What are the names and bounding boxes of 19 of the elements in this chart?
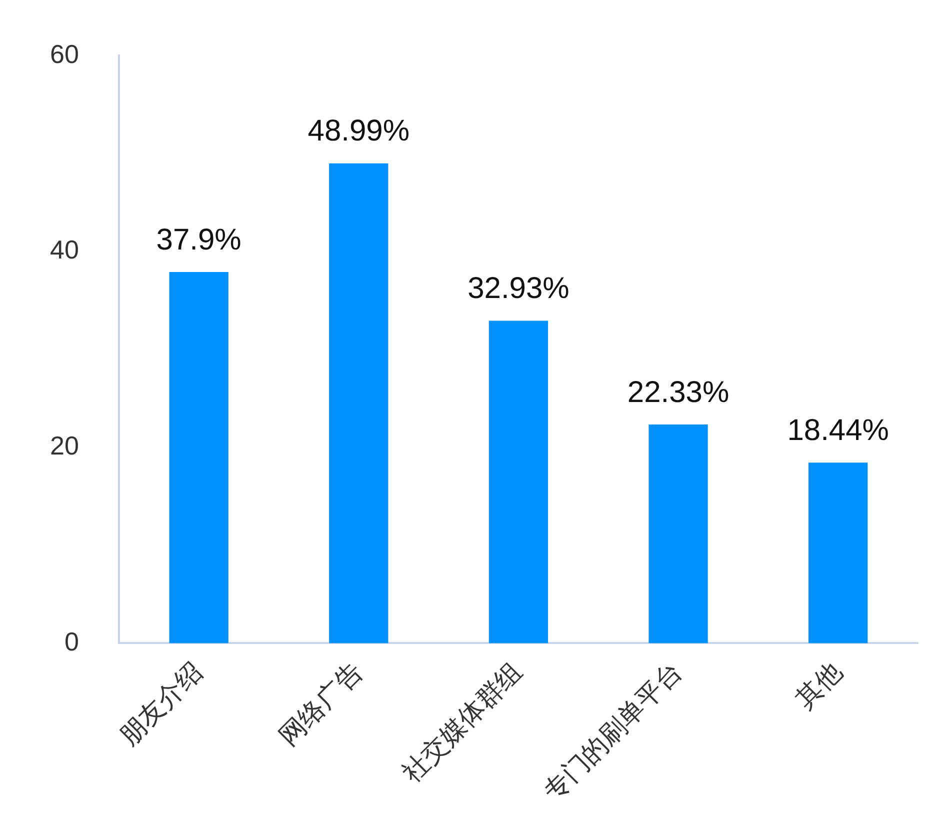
x-tick-label: 社交媒体群组 xyxy=(396,656,528,788)
bar xyxy=(329,163,388,644)
bar xyxy=(169,272,228,644)
y-tick-label: 40 xyxy=(50,234,79,265)
x-tick-label: 其他 xyxy=(789,656,848,714)
y-tick-label: 0 xyxy=(64,626,79,656)
data-label: 22.33% xyxy=(627,376,730,409)
y-tick-label: 60 xyxy=(50,38,79,69)
bar xyxy=(808,462,868,644)
bar xyxy=(488,320,548,644)
data-label: 32.93% xyxy=(468,272,570,305)
y-tick-label: 20 xyxy=(50,430,79,461)
x-tick-label: 专门的刷单平台 xyxy=(538,656,688,806)
bar xyxy=(648,424,708,644)
data-label: 37.9% xyxy=(156,223,242,256)
data-label: 48.99% xyxy=(308,114,410,148)
x-tick-label: 朋友介绍 xyxy=(113,656,208,752)
data-label: 18.44% xyxy=(787,414,889,447)
x-tick-label: 网络广告 xyxy=(273,656,368,752)
